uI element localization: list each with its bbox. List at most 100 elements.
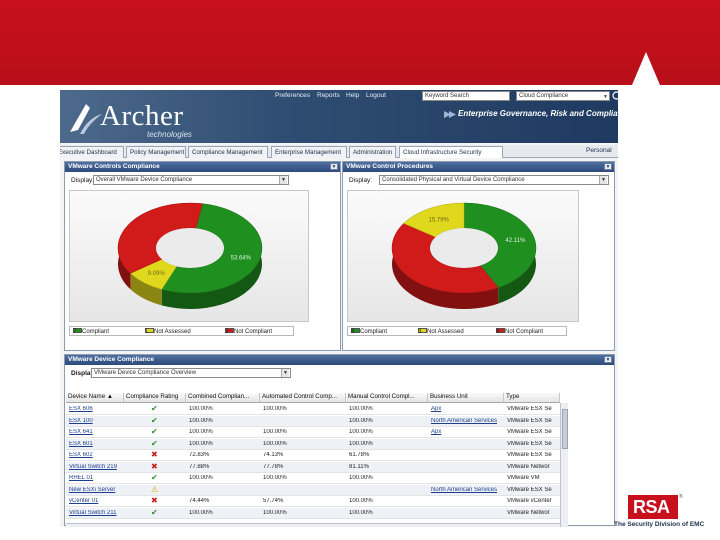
column-label: Combined Complian... bbox=[188, 393, 250, 400]
column-type[interactable]: Type bbox=[504, 393, 560, 403]
horizontal-scrollbar[interactable] bbox=[66, 523, 560, 527]
table-row[interactable]: ESX 606 ✔ 100.00% 100.00% 100.00% Apx VMware E… bbox=[66, 404, 560, 415]
saved-search-select[interactable]: Cloud Compliance ▼ bbox=[516, 91, 610, 101]
cell-bu[interactable]: Apx bbox=[431, 429, 442, 435]
display-select[interactable]: Overall VMware Device Compliance ▼ bbox=[93, 175, 289, 185]
table-row[interactable]: ESX 602 ✖ 72.83% 74.13% 61.78% VMware ESX Se bbox=[66, 450, 560, 461]
donut-data-label: 15.79% bbox=[429, 217, 450, 223]
reports-link[interactable]: Reports bbox=[317, 92, 340, 99]
logout-link[interactable]: Logout bbox=[366, 92, 386, 99]
panel-title: VMware Controls Compliance bbox=[65, 162, 340, 172]
table-row[interactable]: ESX 601 ✔ 100.00% 100.00% 100.00% VMware ESX … bbox=[66, 438, 560, 450]
cell-device[interactable]: ESX 601 bbox=[69, 440, 93, 447]
personal-link[interactable]: Personal bbox=[586, 147, 612, 154]
legend-not-compliant-count: 8 bbox=[496, 329, 500, 335]
table-row[interactable]: Virtual Switch 211 ✔ 100.00% 100.00% 100.00%… bbox=[66, 507, 560, 519]
column-automated-control[interactable]: Automated Control Comp... bbox=[260, 393, 346, 403]
tab-compliance-management[interactable]: Compliance Management bbox=[188, 146, 268, 158]
legend-swatch bbox=[145, 328, 154, 333]
column-compliance-rating[interactable]: Compliance Rating bbox=[124, 393, 186, 403]
cell-manual: 100.00% bbox=[349, 509, 373, 516]
column-business-unit[interactable]: Business Unit bbox=[428, 393, 504, 403]
checkmark-icon: ✔ bbox=[151, 438, 158, 448]
donut-side-compliant bbox=[161, 203, 262, 309]
tab-cloud-infrastructure-security[interactable]: Cloud Infrastructure Security bbox=[399, 146, 503, 158]
cell-combined: 100.00% bbox=[189, 475, 213, 481]
cell-type: VMware ESX Se bbox=[507, 440, 552, 447]
donut-chart-area: 53.64% 9.09% bbox=[69, 190, 309, 322]
scrollbar-thumb[interactable] bbox=[562, 409, 568, 449]
cell-device[interactable]: vCenter 01 bbox=[69, 498, 99, 504]
cell-automated: 100.00% bbox=[263, 429, 287, 435]
table-row[interactable]: vCenter 01 ✖ 74.44% 57.74% 100.00% VMware vCe… bbox=[66, 496, 560, 507]
donut-chart-right: 42.11% 15.79% bbox=[391, 202, 537, 309]
column-manual-control[interactable]: Manual Control Compl... bbox=[346, 393, 428, 403]
cell-device[interactable]: ESX 606 bbox=[69, 406, 93, 412]
column-label: Business Unit bbox=[430, 393, 468, 400]
table-row[interactable]: ESX 100 ✔ 100.00% 100.00% North American Ser… bbox=[66, 415, 560, 427]
table-row[interactable]: Virtual Switch 219 ✖ 77.88% 77.78% 81.11% VMw… bbox=[66, 461, 560, 473]
cell-manual: 61.78% bbox=[349, 452, 370, 458]
tab-administration[interactable]: Administration bbox=[349, 146, 396, 158]
table-row[interactable]: New ESXi Server ⚠ North American Services V… bbox=[66, 484, 560, 496]
legend-not-compliant-label: Not Compliant bbox=[234, 329, 273, 335]
go-icon[interactable] bbox=[612, 91, 618, 100]
cell-type: VMware Networ bbox=[507, 463, 550, 470]
cell-bu[interactable]: North American Services bbox=[431, 417, 498, 424]
cell-combined: 74.44% bbox=[189, 498, 210, 504]
legend-not-assessed-label: Not Assessed bbox=[154, 329, 191, 335]
cell-device[interactable]: RHEL 01 bbox=[69, 475, 94, 481]
controls-compliance-panel: VMware Controls Compliance ▼ Display: Ov… bbox=[64, 161, 341, 351]
preferences-link[interactable]: Preferences bbox=[275, 92, 311, 99]
cell-combined bbox=[189, 487, 259, 495]
column-combined-compliance[interactable]: Combined Complian... bbox=[186, 393, 260, 403]
column-device-name[interactable]: Device Name ▲ bbox=[66, 393, 124, 403]
panel-menu-button[interactable]: ▼ bbox=[604, 163, 612, 170]
cell-manual: 100.00% bbox=[349, 406, 373, 412]
chart-legend: 8 Compliant 3 Not Assessed 8 Not Complia… bbox=[347, 326, 567, 336]
panel-title: VMware Device Compliance bbox=[65, 355, 614, 365]
chevron-down-icon: ▼ bbox=[279, 176, 287, 184]
cell-device[interactable]: Virtual Switch 219 bbox=[69, 463, 117, 470]
table-row[interactable]: ESX 641 ✔ 100.00% 100.00% 100.00% Apx VMware E… bbox=[66, 427, 560, 438]
display-label: Display: bbox=[349, 177, 373, 184]
cell-device[interactable]: ESX 100 bbox=[69, 417, 93, 424]
tab-executive-dashboard[interactable]: Executive Dashboard bbox=[60, 146, 124, 158]
cell-manual bbox=[349, 487, 427, 495]
archer-swoosh-icon bbox=[70, 104, 102, 134]
display-select[interactable]: VMware Device Compliance Overview ▼ bbox=[91, 368, 291, 378]
logo-wordmark: Archer bbox=[100, 100, 184, 132]
legend-compliant-count: 8 bbox=[351, 329, 355, 335]
panel-menu-button[interactable]: ▼ bbox=[604, 356, 612, 363]
cell-automated: 100.00% bbox=[263, 475, 287, 481]
checkmark-icon: ✔ bbox=[151, 415, 158, 425]
donut-chart-left: 53.64% 9.09% bbox=[117, 202, 263, 309]
help-link[interactable]: Help bbox=[346, 92, 360, 99]
cell-device[interactable]: Virtual Switch 211 bbox=[69, 509, 117, 516]
tab-enterprise-management[interactable]: Enterprise Management bbox=[271, 146, 347, 158]
main-tabs: Executive Dashboard Policy Management Co… bbox=[60, 145, 618, 158]
cell-automated: 74.13% bbox=[263, 452, 284, 458]
cell-device[interactable]: ESX 602 bbox=[69, 452, 93, 458]
panel-menu-button[interactable]: ▼ bbox=[330, 163, 338, 170]
table-row[interactable]: RHEL 01 ✔ 100.00% 100.00% 100.00% VMware VM bbox=[66, 473, 560, 484]
cell-device[interactable]: ESX 641 bbox=[69, 429, 93, 435]
search-input[interactable]: Keyword Search bbox=[422, 91, 510, 101]
cell-type: VMware vCenter bbox=[507, 498, 552, 504]
checkmark-icon: ✔ bbox=[151, 427, 158, 436]
donut-data-label: 9.09% bbox=[148, 271, 166, 277]
legend-compliant-count: 7 bbox=[73, 329, 77, 335]
donut-side-not-assessed bbox=[130, 273, 162, 306]
cell-bu[interactable]: North American Services bbox=[431, 486, 498, 493]
donut-data-label: 53.64% bbox=[231, 255, 252, 261]
cell-manual: 100.00% bbox=[349, 417, 373, 424]
display-label: Display: bbox=[71, 177, 95, 184]
legend-not-compliant-count: 3 bbox=[225, 329, 229, 335]
archer-screenshot: Archer technologies Preferences Reports … bbox=[60, 90, 618, 527]
cell-device[interactable]: New ESXi Server bbox=[69, 486, 116, 493]
legend-not-assessed-count: 3 bbox=[418, 329, 422, 335]
display-select[interactable]: Consolidated Physical and Virtual Device… bbox=[379, 175, 609, 185]
cell-bu[interactable]: Apx bbox=[431, 406, 442, 412]
tab-policy-management[interactable]: Policy Management bbox=[126, 146, 186, 158]
vertical-scrollbar[interactable] bbox=[560, 403, 568, 527]
